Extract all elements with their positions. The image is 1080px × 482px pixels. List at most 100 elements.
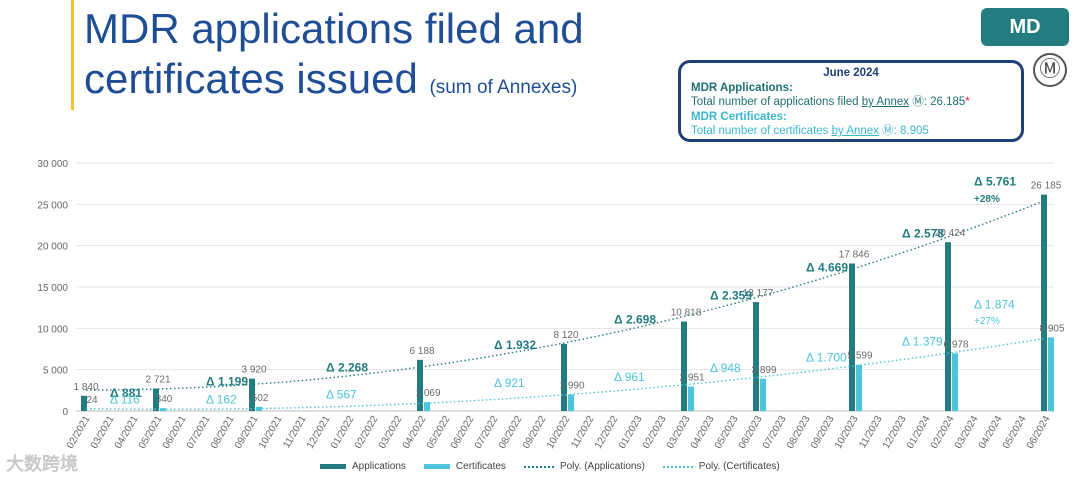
delta-annotation-applications: Δ 881	[110, 386, 142, 400]
chart-legend: Applications Certificates Poly. (Applica…	[320, 461, 780, 472]
bar-certificates	[952, 353, 958, 411]
applications-annex-icon: Ⓜ	[912, 96, 924, 108]
delta-annotation-applications: Δ 2.359	[710, 288, 752, 302]
summary-title: June 2024	[823, 67, 879, 79]
delta-annotation-applications: Δ 4.669	[806, 260, 848, 274]
data-label-certificates: 1 990	[559, 381, 584, 392]
bar-certificates	[1048, 337, 1054, 411]
certificates-value: : 8.905	[893, 125, 929, 137]
delta-annotation-certificates: Δ 948	[710, 361, 741, 375]
bar-applications	[561, 343, 567, 411]
data-label-applications: 8 120	[553, 330, 578, 341]
legend-swatch-poly-applications	[523, 465, 554, 468]
bar-certificates	[856, 364, 862, 411]
applications-label: MDR Applications:	[691, 81, 793, 94]
bar-certificates	[688, 386, 694, 411]
y-tick-label: 10 000	[37, 324, 68, 335]
legend-item-poly-applications: Poly. (Applications)	[523, 461, 645, 472]
y-tick-label: 30 000	[37, 159, 68, 170]
y-tick-label: 0	[62, 407, 68, 418]
title-line-1: MDR applications filed and	[84, 5, 584, 52]
data-label-applications: 13 177	[743, 288, 774, 299]
data-label-applications: 20 424	[935, 228, 966, 239]
bar-applications	[681, 321, 687, 411]
title-line-2-text: certificates issued	[84, 55, 418, 102]
legend-swatch-poly-certificates	[662, 465, 693, 468]
legend-swatch-certificates	[423, 464, 450, 469]
certificates-line: Total number of certificates by Annex Ⓜ:…	[691, 124, 1011, 139]
trendline-certificates	[85, 337, 1047, 410]
bar-certificates	[568, 394, 574, 411]
bar-applications	[1041, 194, 1047, 411]
delta-annotation-applications: Δ 5.761	[974, 174, 1016, 188]
bar-applications	[417, 359, 423, 411]
legend-item-poly-certificates: Poly. (Certificates)	[662, 461, 780, 472]
applications-line: Total number of applications filed by An…	[691, 95, 1011, 110]
summary-box: June 2024 MDR Applications: Total number…	[678, 60, 1024, 142]
data-label-certificates: 2 951	[679, 373, 704, 384]
x-tick-label: 06/2024	[1025, 414, 1053, 451]
bar-certificates	[424, 402, 430, 411]
bar-applications	[153, 388, 159, 411]
data-label-certificates: 6 978	[943, 339, 968, 350]
md-badge: MD	[981, 8, 1069, 46]
delta-annotation-certificates: Δ 921	[494, 376, 525, 390]
delta-annotation-certificates: Δ 961	[614, 370, 645, 384]
accent-bar	[71, 0, 74, 110]
data-label-applications: 26 185	[1031, 181, 1062, 192]
applications-footnote-star: *	[965, 96, 970, 108]
data-label-certificates: 1 069	[415, 388, 440, 399]
y-tick-label: 5 000	[43, 366, 68, 377]
certificates-annex-link[interactable]: by Annex	[831, 125, 879, 137]
delta-annotation-certificates: Δ 1.874	[974, 297, 1015, 311]
bar-certificates	[760, 378, 766, 411]
data-label-certificates: 3 899	[751, 365, 776, 376]
legend-label-certificates: Certificates	[455, 461, 506, 472]
data-label-applications: 10 818	[671, 308, 702, 319]
delta-annotation-applications: Δ 2.268	[326, 360, 368, 374]
data-label-certificates: 502	[252, 393, 269, 404]
data-label-certificates: 5 599	[847, 351, 872, 362]
data-label-applications: 1 840	[73, 382, 98, 393]
y-tick-label: 15 000	[37, 283, 68, 294]
delta-annotation-certificates: Δ 162	[206, 393, 237, 407]
legend-item-certificates: Certificates	[423, 461, 506, 472]
page-title: MDR applications filed and certificates …	[84, 4, 584, 113]
data-label-applications: 17 846	[839, 249, 870, 260]
certificates-annex-icon: Ⓜ	[882, 125, 894, 137]
data-label-certificates: 8 905	[1039, 323, 1064, 334]
certificates-text: Total number of certificates	[691, 125, 832, 137]
bar-applications	[753, 302, 759, 411]
data-label-applications: 3 920	[241, 365, 266, 376]
delta-annotation-applications: Δ 2.578	[902, 226, 944, 240]
delta-annotation-certificates: Δ 1.700	[806, 350, 847, 364]
bar-applications	[81, 395, 87, 411]
watermark-logo: 大数跨境	[6, 454, 78, 474]
bar-applications	[249, 378, 255, 411]
y-tick-label: 25 000	[37, 200, 68, 211]
bar-applications	[849, 263, 855, 411]
applications-text: Total number of applications filed	[691, 96, 862, 108]
certificates-label: MDR Certificates:	[691, 110, 787, 123]
data-label-certificates: 24	[86, 395, 98, 406]
delta-annotation-applications: Δ 2.698	[614, 312, 656, 326]
m-symbol-icon: Ⓜ	[1033, 53, 1067, 87]
legend-item-applications: Applications	[320, 461, 406, 472]
applications-value: : 26.185	[923, 96, 966, 108]
delta-annotation-applications: +28%	[974, 194, 1000, 205]
title-line-2: certificates issued (sum of Annexes)	[84, 54, 584, 113]
data-label-applications: 6 188	[409, 346, 434, 357]
bar-applications	[945, 242, 951, 411]
y-tick-label: 20 000	[37, 242, 68, 253]
delta-annotation-certificates: +27%	[974, 316, 1000, 327]
legend-swatch-applications	[320, 464, 346, 469]
delta-annotation-certificates: Δ 116	[110, 393, 140, 407]
delta-annotation-applications: Δ 1.932	[494, 338, 536, 352]
title-subtitle: (sum of Annexes)	[429, 77, 578, 98]
data-label-certificates: 340	[156, 394, 173, 405]
trendline-applications	[86, 199, 1047, 391]
delta-annotation-applications: Δ 1.199	[206, 374, 248, 388]
applications-annex-link[interactable]: by Annex	[861, 96, 910, 108]
data-label-applications: 2 721	[145, 375, 170, 386]
